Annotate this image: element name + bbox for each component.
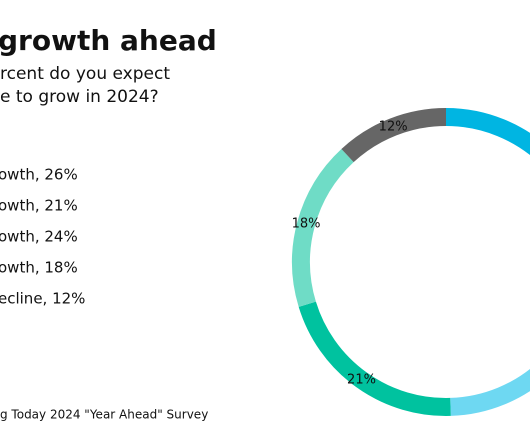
subtitle: rcent do you expect <box>0 64 170 84</box>
donut-slice <box>450 368 530 416</box>
source: g Today 2024 "Year Ahead" Survey <box>0 408 208 422</box>
legend-label: owth, 18% <box>0 259 78 277</box>
legend-label: owth, 24% <box>0 228 78 246</box>
legend-label: owth, 26% <box>0 166 78 184</box>
subtitle: e to grow in 2024? <box>0 87 159 107</box>
data-label: 21% <box>347 372 376 387</box>
legend-label: owth, 21% <box>0 197 78 215</box>
data-label: 12% <box>379 119 408 134</box>
donut-slice <box>292 148 354 307</box>
legend-label: ecline, 12% <box>0 290 85 308</box>
chart-title: growth ahead <box>0 24 217 57</box>
donut-slice <box>341 108 447 163</box>
donut-slice <box>298 301 451 416</box>
data-label: 18% <box>292 217 321 232</box>
donut-slice <box>445 108 530 156</box>
